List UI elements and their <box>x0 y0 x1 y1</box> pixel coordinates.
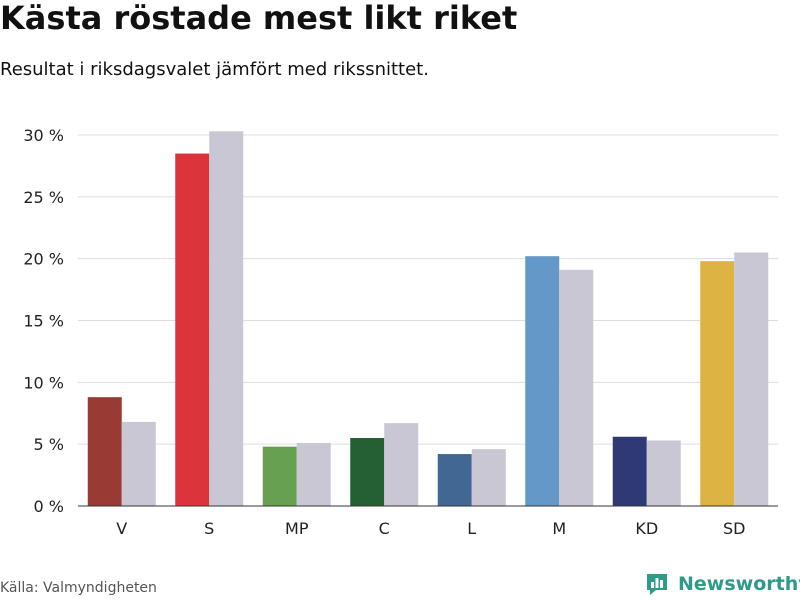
bar-riket-sd <box>734 252 769 506</box>
bar-riket-kd <box>646 440 681 506</box>
y-axis-ticks: 0 % 5 % 10 % 15 % 20 % 25 % 30 % <box>23 126 64 516</box>
x-tick-label: V <box>116 519 127 538</box>
bar-kasta-kd <box>612 436 647 506</box>
bar-kasta-c <box>350 437 385 506</box>
chart-title: Kästa röstade mest likt riket <box>0 0 518 37</box>
x-axis-ticks: V S MP C L M KD SD <box>116 519 745 538</box>
bar-chart: 0 % 5 % 10 % 15 % 20 % 25 % 30 % V S MP C L M KD SD <box>23 126 778 538</box>
bar-riket-s <box>209 131 244 507</box>
y-tick-label: 10 % <box>23 373 64 392</box>
x-tick-label: MP <box>285 519 309 538</box>
bar-kasta-sd <box>700 261 735 506</box>
bar-riket-m <box>559 269 594 506</box>
bar-riket-mp <box>296 442 331 506</box>
x-tick-label: SD <box>723 519 745 538</box>
brand-name: Newsworthy <box>678 573 800 595</box>
bar-kasta-l <box>437 454 472 506</box>
y-tick-label: 0 % <box>34 497 64 516</box>
x-tick-label: M <box>552 519 566 538</box>
bar-kasta-s <box>175 153 210 507</box>
bar-riket-v <box>121 421 156 506</box>
bar-kasta-m <box>525 256 560 506</box>
bar-riket-c <box>384 423 419 506</box>
y-tick-label: 15 % <box>23 312 64 331</box>
y-tick-label: 25 % <box>23 188 64 207</box>
chart-subtitle: Resultat i riksdagsvalet jämfört med rik… <box>0 59 429 80</box>
bar-chart-logo-icon <box>647 574 667 595</box>
bar-riket-l <box>471 449 506 506</box>
bar-kasta-v <box>87 397 122 506</box>
x-tick-label: C <box>379 519 390 538</box>
brand-logo: Newsworthy <box>644 569 800 599</box>
x-tick-label: KD <box>635 519 658 538</box>
y-tick-label: 5 % <box>34 435 64 454</box>
source-note: Källa: Valmyndigheten <box>0 580 157 596</box>
y-tick-label: 30 % <box>23 126 64 145</box>
bar-kasta-mp <box>262 446 297 506</box>
x-tick-label: L <box>467 519 476 538</box>
x-tick-label: S <box>204 519 214 538</box>
y-tick-label: 20 % <box>23 250 64 269</box>
bars <box>87 131 769 507</box>
